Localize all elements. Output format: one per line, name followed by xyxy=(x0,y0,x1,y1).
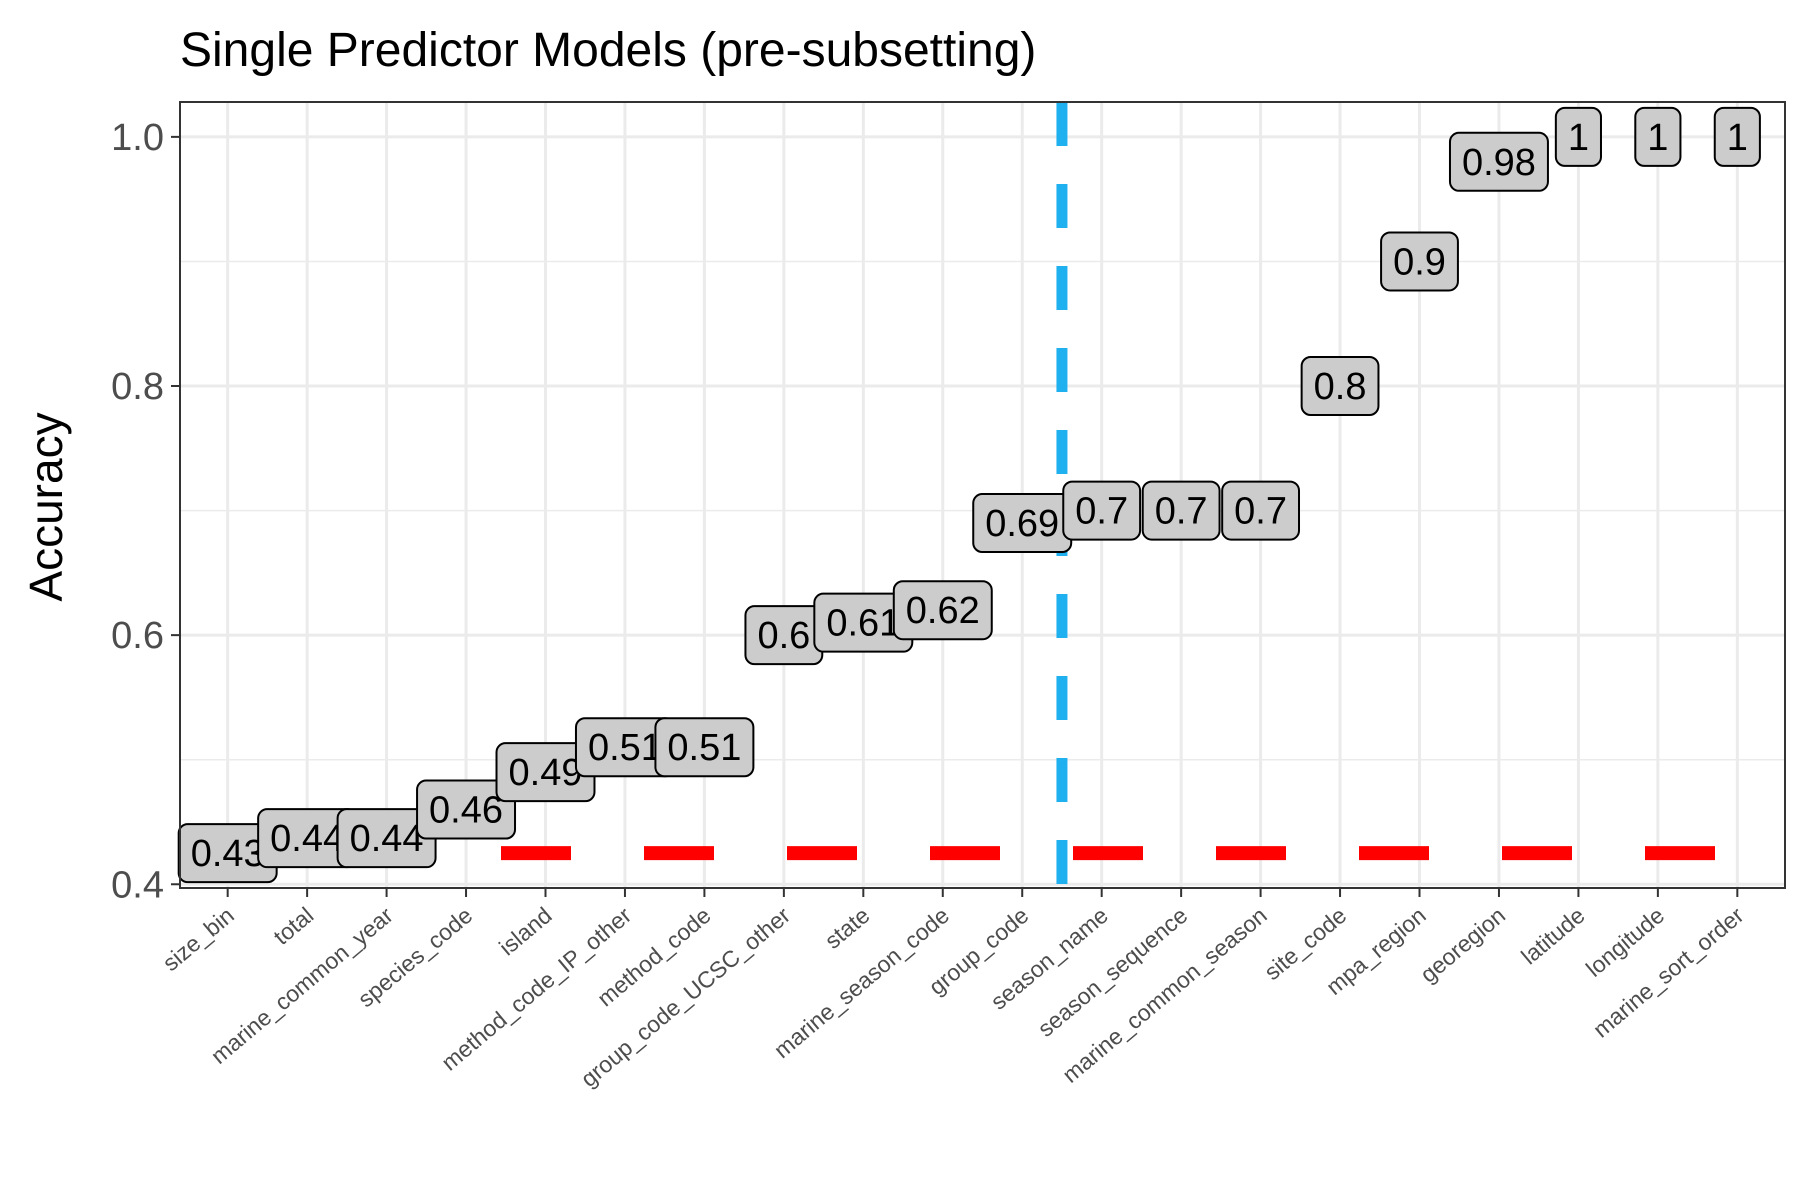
x-tick-label: georegion xyxy=(1415,902,1510,988)
y-tick-label: 0.8 xyxy=(111,366,164,408)
x-tick-label: latitude xyxy=(1516,902,1590,970)
label-box xyxy=(892,580,993,641)
data-labels: 0.43 0.44 0.440.460.490.51 0.510.6 0.61 0.620… xyxy=(177,106,1761,884)
data-label: 0.43 xyxy=(177,823,278,884)
label-text: 0.46 xyxy=(429,790,503,832)
data-label: 0.51 xyxy=(654,717,755,778)
label-box xyxy=(654,717,755,778)
label-text: 0.7 xyxy=(1075,491,1128,533)
label-text: 0.49 xyxy=(509,752,583,794)
label-text: 0.7 xyxy=(1234,491,1287,533)
y-axis-label: Accuracy xyxy=(20,412,72,601)
label-text: 0.43 xyxy=(191,833,265,875)
data-label: 0.49 xyxy=(495,742,596,803)
data-label: 0.8 xyxy=(1300,356,1380,417)
label-text: 0.7 xyxy=(1155,491,1208,533)
label-text: 0.51 xyxy=(667,727,741,769)
x-tick-label: size_bin xyxy=(158,902,239,976)
chart-title: Single Predictor Models (pre-subsetting) xyxy=(180,24,1036,77)
label-text: 1 xyxy=(1727,117,1748,159)
label-box xyxy=(1062,480,1142,541)
x-axis: size_bin totalmarine_common_yearspecies_c… xyxy=(158,888,1749,1092)
label-box xyxy=(1713,106,1761,167)
x-tick-label: total xyxy=(268,902,318,950)
label-box xyxy=(1380,231,1459,292)
label-text: 0.8 xyxy=(1314,366,1367,408)
label-text: 1 xyxy=(1568,117,1589,159)
data-label: 0.69 xyxy=(972,493,1073,554)
label-box xyxy=(416,779,517,840)
y-tick-label: 0.4 xyxy=(111,864,164,906)
y-axis: 0.4 0.6 0.8 1.0 xyxy=(111,117,180,906)
label-box xyxy=(1221,480,1301,541)
label-box xyxy=(1300,356,1380,417)
label-box xyxy=(1634,106,1682,167)
x-tick-label: island xyxy=(494,902,557,961)
label-box xyxy=(1141,480,1221,541)
data-label: 0.51 xyxy=(574,717,675,778)
label-text: 0.6 xyxy=(757,615,810,657)
data-label: 0.7 xyxy=(1221,480,1301,541)
data-label: 0.62 xyxy=(892,580,993,641)
y-tick-label: 1.0 xyxy=(111,117,164,159)
x-tick-label: marine_sort_order xyxy=(1588,902,1749,1043)
data-label: 1 xyxy=(1713,106,1761,167)
data-label: 0.61 xyxy=(813,592,914,653)
label-text: 0.69 xyxy=(985,503,1059,545)
data-label: 1 xyxy=(1554,106,1602,167)
label-text: 1 xyxy=(1647,117,1668,159)
x-tick-label: state xyxy=(820,902,875,954)
label-text: 0.62 xyxy=(906,590,980,632)
panel-border xyxy=(179,101,1786,889)
data-label: 1 xyxy=(1634,106,1682,167)
label-text: 0.51 xyxy=(588,727,662,769)
data-label: 0.44 xyxy=(257,808,358,869)
data-label: 0.46 xyxy=(416,779,517,840)
label-text: 0.98 xyxy=(1462,142,1536,184)
data-label: 0.98 xyxy=(1448,131,1549,192)
label-box xyxy=(1448,131,1549,192)
data-label: 0.7 xyxy=(1062,480,1142,541)
label-text: 0.44 xyxy=(270,818,344,860)
data-label: 0.9 xyxy=(1380,231,1459,292)
label-text: 0.9 xyxy=(1393,241,1446,283)
label-text: 0.44 xyxy=(350,818,424,860)
data-label: 0.7 xyxy=(1141,480,1221,541)
label-text: 0.61 xyxy=(826,603,900,645)
data-label: 0.44 xyxy=(336,808,437,869)
y-tick-label: 0.6 xyxy=(111,615,164,657)
data-label: 0.6 xyxy=(744,605,824,666)
label-box xyxy=(1554,106,1602,167)
reference-lines xyxy=(180,102,1785,888)
